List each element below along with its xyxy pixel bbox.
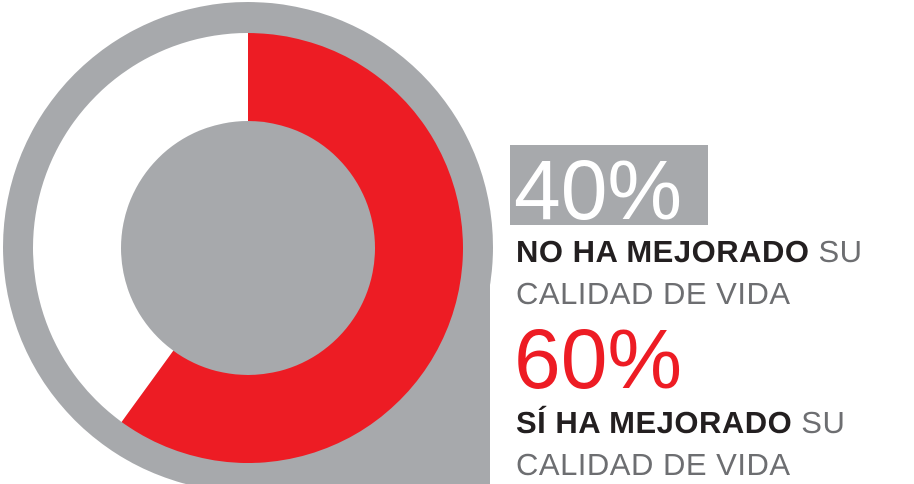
value-label: 60% [514,312,682,406]
legend-line: CALIDAD DE VIDA [516,447,791,482]
donut-hole [121,121,375,375]
donut-segment [32,33,248,422]
legend-line: CALIDAD DE VIDA [516,276,791,311]
legend-text: SU [818,234,862,269]
legend-strong: SÍ HA MEJORADO [516,405,792,440]
donut-segment [121,33,464,463]
value-label: 40% [514,143,682,237]
legend-strong: NO HA MEJORADO [516,234,809,269]
legend-text: SU [801,405,845,440]
value-label-box [510,145,708,225]
legend-line: NO HA MEJORADO SU [516,234,863,269]
legend-line: SÍ HA MEJORADO SU [516,405,845,440]
donut [32,33,464,463]
